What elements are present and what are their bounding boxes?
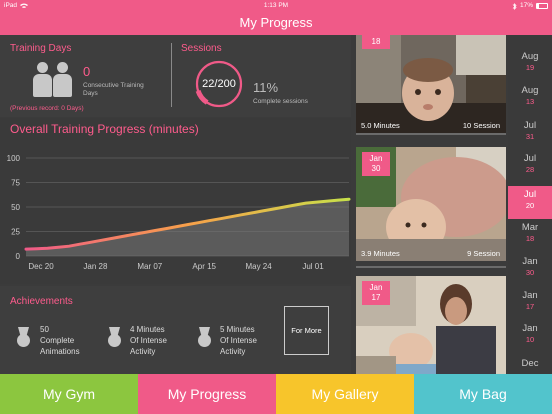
month-item[interactable]: Aug 13	[521, 85, 539, 106]
achievement-text: 5 Minutes Of Intense Activity	[220, 325, 257, 356]
divider	[356, 133, 506, 135]
achievements-title: Achievements	[10, 296, 73, 307]
area-fill	[26, 199, 349, 256]
medal-icon	[17, 327, 30, 347]
x-tick-label: Jan 28	[83, 262, 108, 271]
previous-record: (Previous record: 0 Days)	[10, 105, 84, 112]
tab-my-gallery[interactable]: My Gallery	[276, 374, 414, 414]
x-tick-label: Apr 15	[192, 262, 216, 271]
sessions-progress-ring	[195, 60, 243, 108]
x-tick-label: May 24	[245, 262, 272, 271]
photo-minutes: 5.0 Minutes	[361, 121, 400, 130]
chart-title: Overall Training Progress (minutes)	[10, 122, 199, 136]
person-icon	[33, 62, 52, 97]
date-badge: Jan 17	[362, 281, 390, 305]
photo-list[interactable]: 18 5.0 Minutes 10 Session Jan 30 3.9 Minu…	[351, 35, 508, 374]
achievement-text: 50 Complete Animations	[40, 325, 80, 356]
month-item[interactable]: Mar 18	[521, 222, 539, 243]
wifi-icon	[20, 3, 29, 8]
month-item[interactable]: Jul 31	[523, 120, 537, 141]
page-title: My Progress	[0, 12, 552, 35]
medal-icon	[198, 327, 211, 347]
training-days-value: 0	[83, 64, 91, 79]
bluetooth-icon	[512, 2, 517, 10]
sessions-percent: 11%	[253, 80, 279, 95]
clock: 1:13 PM	[263, 2, 289, 9]
device-label: iPad	[4, 2, 18, 9]
y-tick-label: 25	[11, 228, 20, 237]
month-timeline[interactable]: Aug 19 Aug 13 Jul 31 Jul 28 Jul 20 Mar 18 Jan 3…	[508, 35, 552, 374]
tab-my-gym[interactable]: My Gym	[0, 374, 138, 414]
x-tick-label: Mar 07	[137, 262, 162, 271]
month-item[interactable]: Jan 30	[522, 256, 538, 277]
date-badge: 18	[362, 35, 390, 49]
chart-canvas: 0 25 50 75 100 Dec 20 Jan 28 Mar 07 Apr 15 May 24…	[7, 154, 351, 271]
person-icon	[53, 62, 72, 97]
month-item-selected[interactable]: Jul 20	[508, 186, 552, 219]
divider	[356, 266, 506, 268]
baby-photo	[356, 35, 506, 133]
series-line	[24, 197, 351, 251]
month-item[interactable]: Jul 28	[523, 153, 537, 174]
medal-icon	[108, 327, 121, 347]
month-item[interactable]: Jan 10	[522, 323, 538, 344]
status-bar: iPad 1:13 PM 17%	[0, 0, 552, 12]
photo-session: 10 Session	[462, 121, 500, 130]
achievement-text: 4 Minutes Of Intense Activity	[130, 325, 167, 356]
photo-minutes: 3.9 Minutes	[361, 249, 400, 258]
x-tick-label: Dec 20	[28, 262, 54, 271]
divider	[171, 43, 172, 107]
training-days-label: Consecutive Training Days	[83, 82, 144, 97]
tab-my-bag[interactable]: My Bag	[414, 374, 552, 414]
tab-my-progress[interactable]: My Progress	[138, 374, 276, 414]
training-chart: 0 25 50 75 100 Dec 20 Jan 28 Mar 07 Apr 15 May 24…	[0, 118, 351, 284]
achievements-panel: Achievements 50 Complete Animations 4 Minu…	[0, 286, 351, 374]
photo-card[interactable]: Jan 30 3.9 Minutes 9 Session	[356, 147, 506, 261]
battery-percent: 17%	[519, 2, 533, 9]
y-tick-label: 0	[16, 252, 21, 261]
month-item[interactable]: Aug 19	[521, 51, 539, 72]
month-item[interactable]: Jan 17	[522, 290, 538, 311]
photo-card[interactable]: 18 5.0 Minutes 10 Session	[356, 35, 506, 133]
sessions-count: 22/200	[202, 78, 236, 90]
month-item[interactable]: Dec	[521, 358, 539, 369]
sessions-title: Sessions	[181, 43, 222, 54]
stats-panel: Training Days 0 Consecutive Training Day…	[0, 35, 351, 117]
tab-bar: My Gym My Progress My Gallery My Bag	[0, 374, 552, 414]
y-tick-label: 75	[11, 179, 20, 188]
y-tick-label: 50	[11, 203, 20, 212]
training-days-title: Training Days	[10, 43, 72, 54]
photo-card[interactable]: Jan 17	[356, 276, 506, 374]
for-more-button[interactable]: For More	[284, 306, 329, 355]
battery-icon	[536, 3, 548, 9]
sessions-percent-label: Complete sessions	[253, 98, 308, 105]
y-tick-label: 100	[7, 154, 21, 163]
x-tick-label: Jul 01	[302, 262, 324, 271]
date-badge: Jan 30	[362, 152, 390, 176]
photo-session: 9 Session	[467, 249, 500, 258]
